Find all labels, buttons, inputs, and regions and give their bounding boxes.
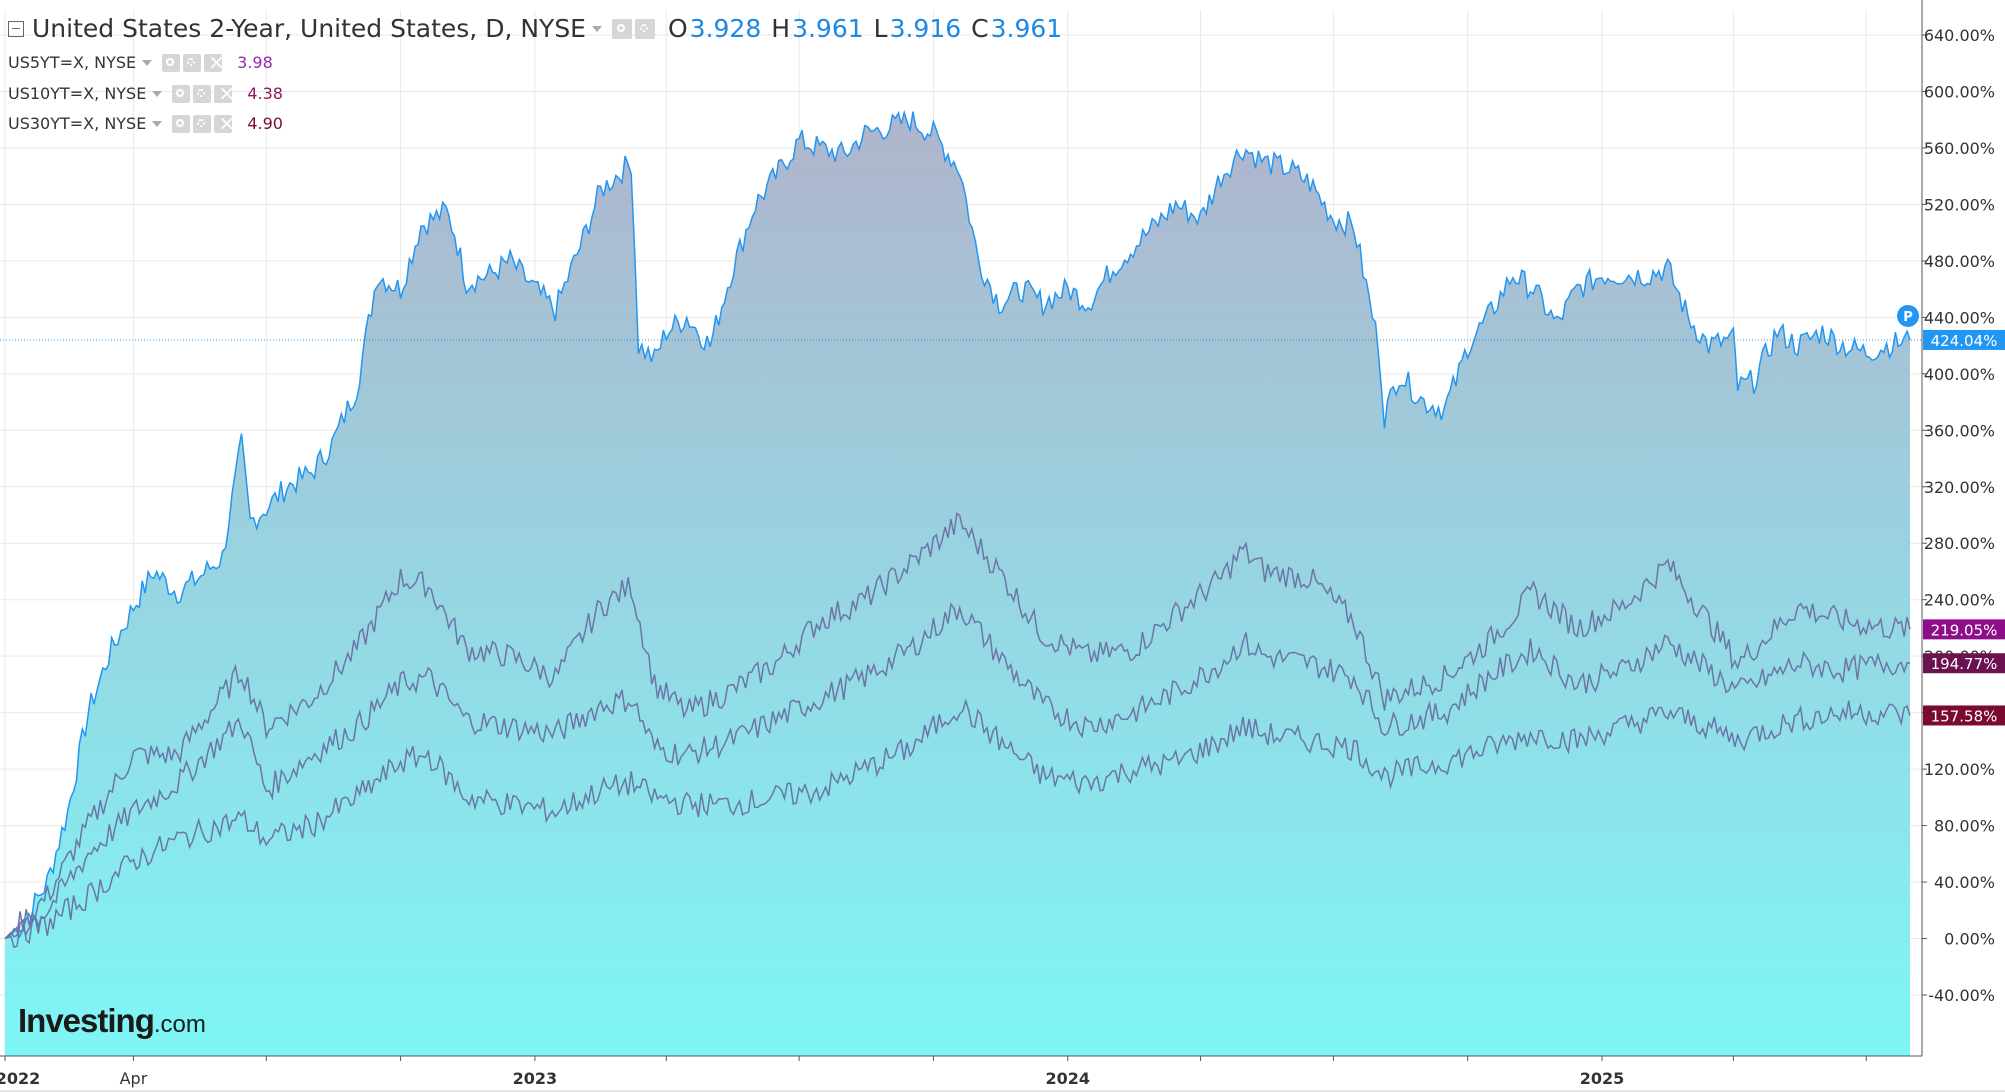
y-tick-label: 40.00% <box>1934 873 1995 892</box>
compare-symbol-30y: US30YT=X, NYSE <box>8 114 147 133</box>
compare-legend-5y: US5YT=X, NYSE 3.98 <box>8 50 273 74</box>
gear-icon[interactable] <box>193 84 212 103</box>
ohlc-high-value: 3.961 <box>792 14 864 43</box>
investing-logo: Investing.com <box>18 1002 206 1040</box>
y-tick-label: 0.00% <box>1944 930 1995 949</box>
last-value-badge <box>1923 329 2005 350</box>
chevron-down-icon[interactable] <box>152 120 163 127</box>
eye-icon[interactable] <box>162 53 181 72</box>
y-tick-label: 480.00% <box>1924 252 1995 271</box>
chevron-down-icon[interactable] <box>152 90 163 97</box>
y-tick-label: 120.00% <box>1924 760 1995 779</box>
ohlc-low-value: 3.916 <box>889 14 962 43</box>
x-tick-label: Apr <box>120 1069 148 1088</box>
series-line-5y <box>4 512 1911 940</box>
last-value-badge <box>1923 653 2005 674</box>
last-value-badge <box>1923 619 2005 640</box>
x-tick-label: 2023 <box>513 1069 558 1088</box>
x-tick-label: 2022 <box>0 1069 40 1088</box>
ohlc-open-key: O <box>667 14 688 43</box>
close-icon[interactable] <box>204 50 225 74</box>
y-tick-label: 640.00% <box>1924 26 1995 45</box>
x-tick-label: 2024 <box>1045 1069 1090 1088</box>
ohlc-close-value: 3.961 <box>990 14 1063 43</box>
series-line-10y <box>4 602 1911 940</box>
compare-value-10y: 4.38 <box>247 84 283 103</box>
ohlc-open-value: 3.928 <box>689 14 762 43</box>
last-value-label: 424.04% <box>1931 332 1998 350</box>
y-tick-label: 360.00% <box>1924 421 1995 440</box>
y-tick-label: 280.00% <box>1924 534 1995 553</box>
last-value-label: 219.05% <box>1931 621 1998 639</box>
last-value-badge <box>1923 705 2005 726</box>
chevron-down-icon[interactable] <box>591 25 602 32</box>
area-layer <box>5 111 1910 1057</box>
y-tick-label: -40.00% <box>1928 986 1995 1005</box>
compare-value-30y: 4.90 <box>247 114 283 133</box>
ohlc-high-key: H <box>771 14 791 43</box>
price-marker-icon <box>1897 304 1919 327</box>
compare-value-5y: 3.98 <box>237 53 273 72</box>
ohlc-low-key: L <box>873 14 888 43</box>
chevron-down-icon[interactable] <box>142 59 153 66</box>
eye-icon[interactable] <box>611 18 632 39</box>
price-marker-letter: P <box>1903 310 1913 325</box>
last-value-labels: P 424.04% 219.05% 194.77% 157.58% <box>1897 304 2005 726</box>
logo-tld: .com <box>153 1011 206 1038</box>
x-tick-label: 2025 <box>1580 1069 1625 1088</box>
last-value-label: 194.77% <box>1931 655 1998 673</box>
compare-legend-10y: US10YT=X, NYSE 4.38 <box>8 81 283 105</box>
y-tick-label: 320.00% <box>1924 478 1995 497</box>
eye-icon[interactable] <box>172 114 191 133</box>
y-tick-label: 440.00% <box>1924 308 1995 327</box>
series-line-2y <box>4 109 1911 940</box>
chart-title: United States 2-Year, United States, D, … <box>32 14 586 43</box>
eye-icon[interactable] <box>172 84 191 103</box>
y-tick-label: 560.00% <box>1924 139 1995 158</box>
y-tick-label: 520.00% <box>1924 195 1995 214</box>
gear-icon[interactable] <box>183 53 202 72</box>
close-icon[interactable] <box>214 111 235 135</box>
y-tick-label: 80.00% <box>1934 817 1995 836</box>
gear-icon[interactable] <box>193 114 212 133</box>
logo-brand: Investing <box>18 1002 155 1039</box>
y-tick-label: 600.00% <box>1924 82 1995 101</box>
compare-legend-30y: US30YT=X, NYSE 4.90 <box>8 111 283 135</box>
series-line-30y <box>4 698 1911 949</box>
area-fill-2y <box>5 111 1910 1057</box>
series-lines <box>0 109 1922 949</box>
gear-icon[interactable] <box>634 18 655 39</box>
compare-symbol-5y: US5YT=X, NYSE <box>8 53 137 72</box>
y-tick-label: 400.00% <box>1924 365 1995 384</box>
close-icon[interactable] <box>214 81 235 105</box>
compare-symbol-10y: US10YT=X, NYSE <box>8 84 147 103</box>
collapse-icon[interactable] <box>8 20 24 37</box>
last-value-label: 157.58% <box>1931 707 1998 725</box>
y-tick-label: 240.00% <box>1924 591 1995 610</box>
main-legend: United States 2-Year, United States, D, … <box>8 14 1062 43</box>
ohlc-close-key: C <box>971 14 989 43</box>
